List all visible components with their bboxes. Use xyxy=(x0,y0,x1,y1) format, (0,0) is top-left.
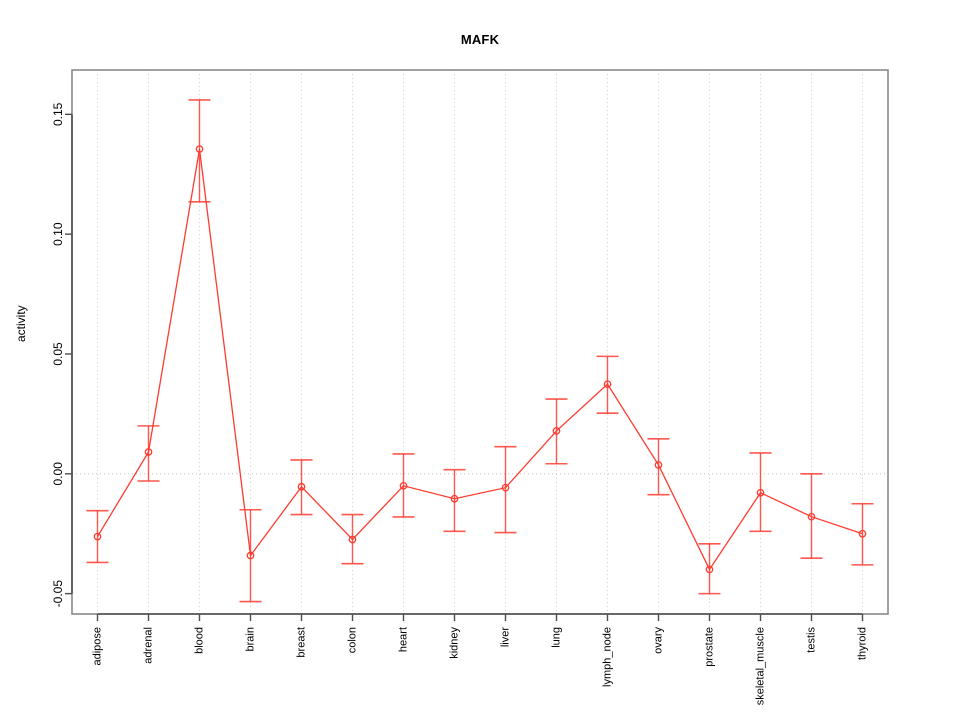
data-point-group xyxy=(392,453,415,518)
x-tick-label: ovary xyxy=(652,627,664,654)
data-point-group xyxy=(443,468,466,533)
data-line xyxy=(96,148,863,571)
x-tick-label: blood xyxy=(193,627,205,654)
x-tick-label: prostate xyxy=(703,627,715,667)
data-point-marker xyxy=(297,482,306,491)
x-tick-label: adipose xyxy=(91,627,103,666)
data-point-marker xyxy=(195,145,204,153)
data-point-marker xyxy=(450,494,459,503)
data-point-group xyxy=(188,99,211,203)
data-point-marker xyxy=(144,448,153,456)
data-point-marker xyxy=(756,488,765,497)
data-point-marker xyxy=(399,481,408,490)
data-point-marker xyxy=(93,532,102,541)
data-point-group xyxy=(341,513,364,565)
data-point-group xyxy=(137,425,160,482)
data-point-group xyxy=(596,355,619,414)
data-point-marker xyxy=(807,512,816,521)
x-tick-label: kidney xyxy=(448,627,460,659)
data-point-group xyxy=(851,502,874,566)
y-tick-label: 0.00 xyxy=(51,462,65,486)
data-point-group xyxy=(494,445,517,534)
data-point-marker xyxy=(705,565,714,574)
data-point-group xyxy=(698,542,721,595)
x-tick-label: liver xyxy=(499,627,511,648)
chart-title: MAFK xyxy=(460,32,500,47)
data-point-group xyxy=(239,508,262,603)
x-tick-label: skeletal_muscle xyxy=(754,627,766,705)
x-tick-label: colon xyxy=(346,627,358,653)
x-tick-label: testis xyxy=(805,627,817,653)
y-tick-label: 0.05 xyxy=(51,342,65,366)
data-point-marker xyxy=(654,461,663,469)
x-tick-label: heart xyxy=(397,627,409,652)
x-tick-label: lung xyxy=(550,627,562,648)
data-point-marker xyxy=(246,551,255,560)
plot-box-border xyxy=(71,69,889,615)
data-point-marker xyxy=(552,427,561,435)
data-point-group xyxy=(647,438,670,496)
data-point-group xyxy=(545,398,568,465)
x-tick-label: adrenal xyxy=(142,627,154,664)
data-point-group xyxy=(290,459,313,516)
data-point-group xyxy=(86,509,109,564)
data-point-marker xyxy=(858,529,867,538)
y-tick-label: 0.15 xyxy=(51,102,65,126)
x-tick-label: breast xyxy=(295,627,307,658)
data-point-marker xyxy=(603,380,612,389)
y-tick-label: 0.10 xyxy=(51,222,65,246)
x-tick-label: brain xyxy=(244,627,256,651)
y-tick-label: -0.05 xyxy=(51,580,65,608)
data-point-marker xyxy=(501,483,510,492)
data-point-group xyxy=(749,452,772,533)
data-point-marker xyxy=(348,535,357,544)
x-tick-label: lymph_node xyxy=(601,627,613,687)
data-point-group xyxy=(800,473,823,559)
x-tick-label: thyroid xyxy=(856,627,868,660)
